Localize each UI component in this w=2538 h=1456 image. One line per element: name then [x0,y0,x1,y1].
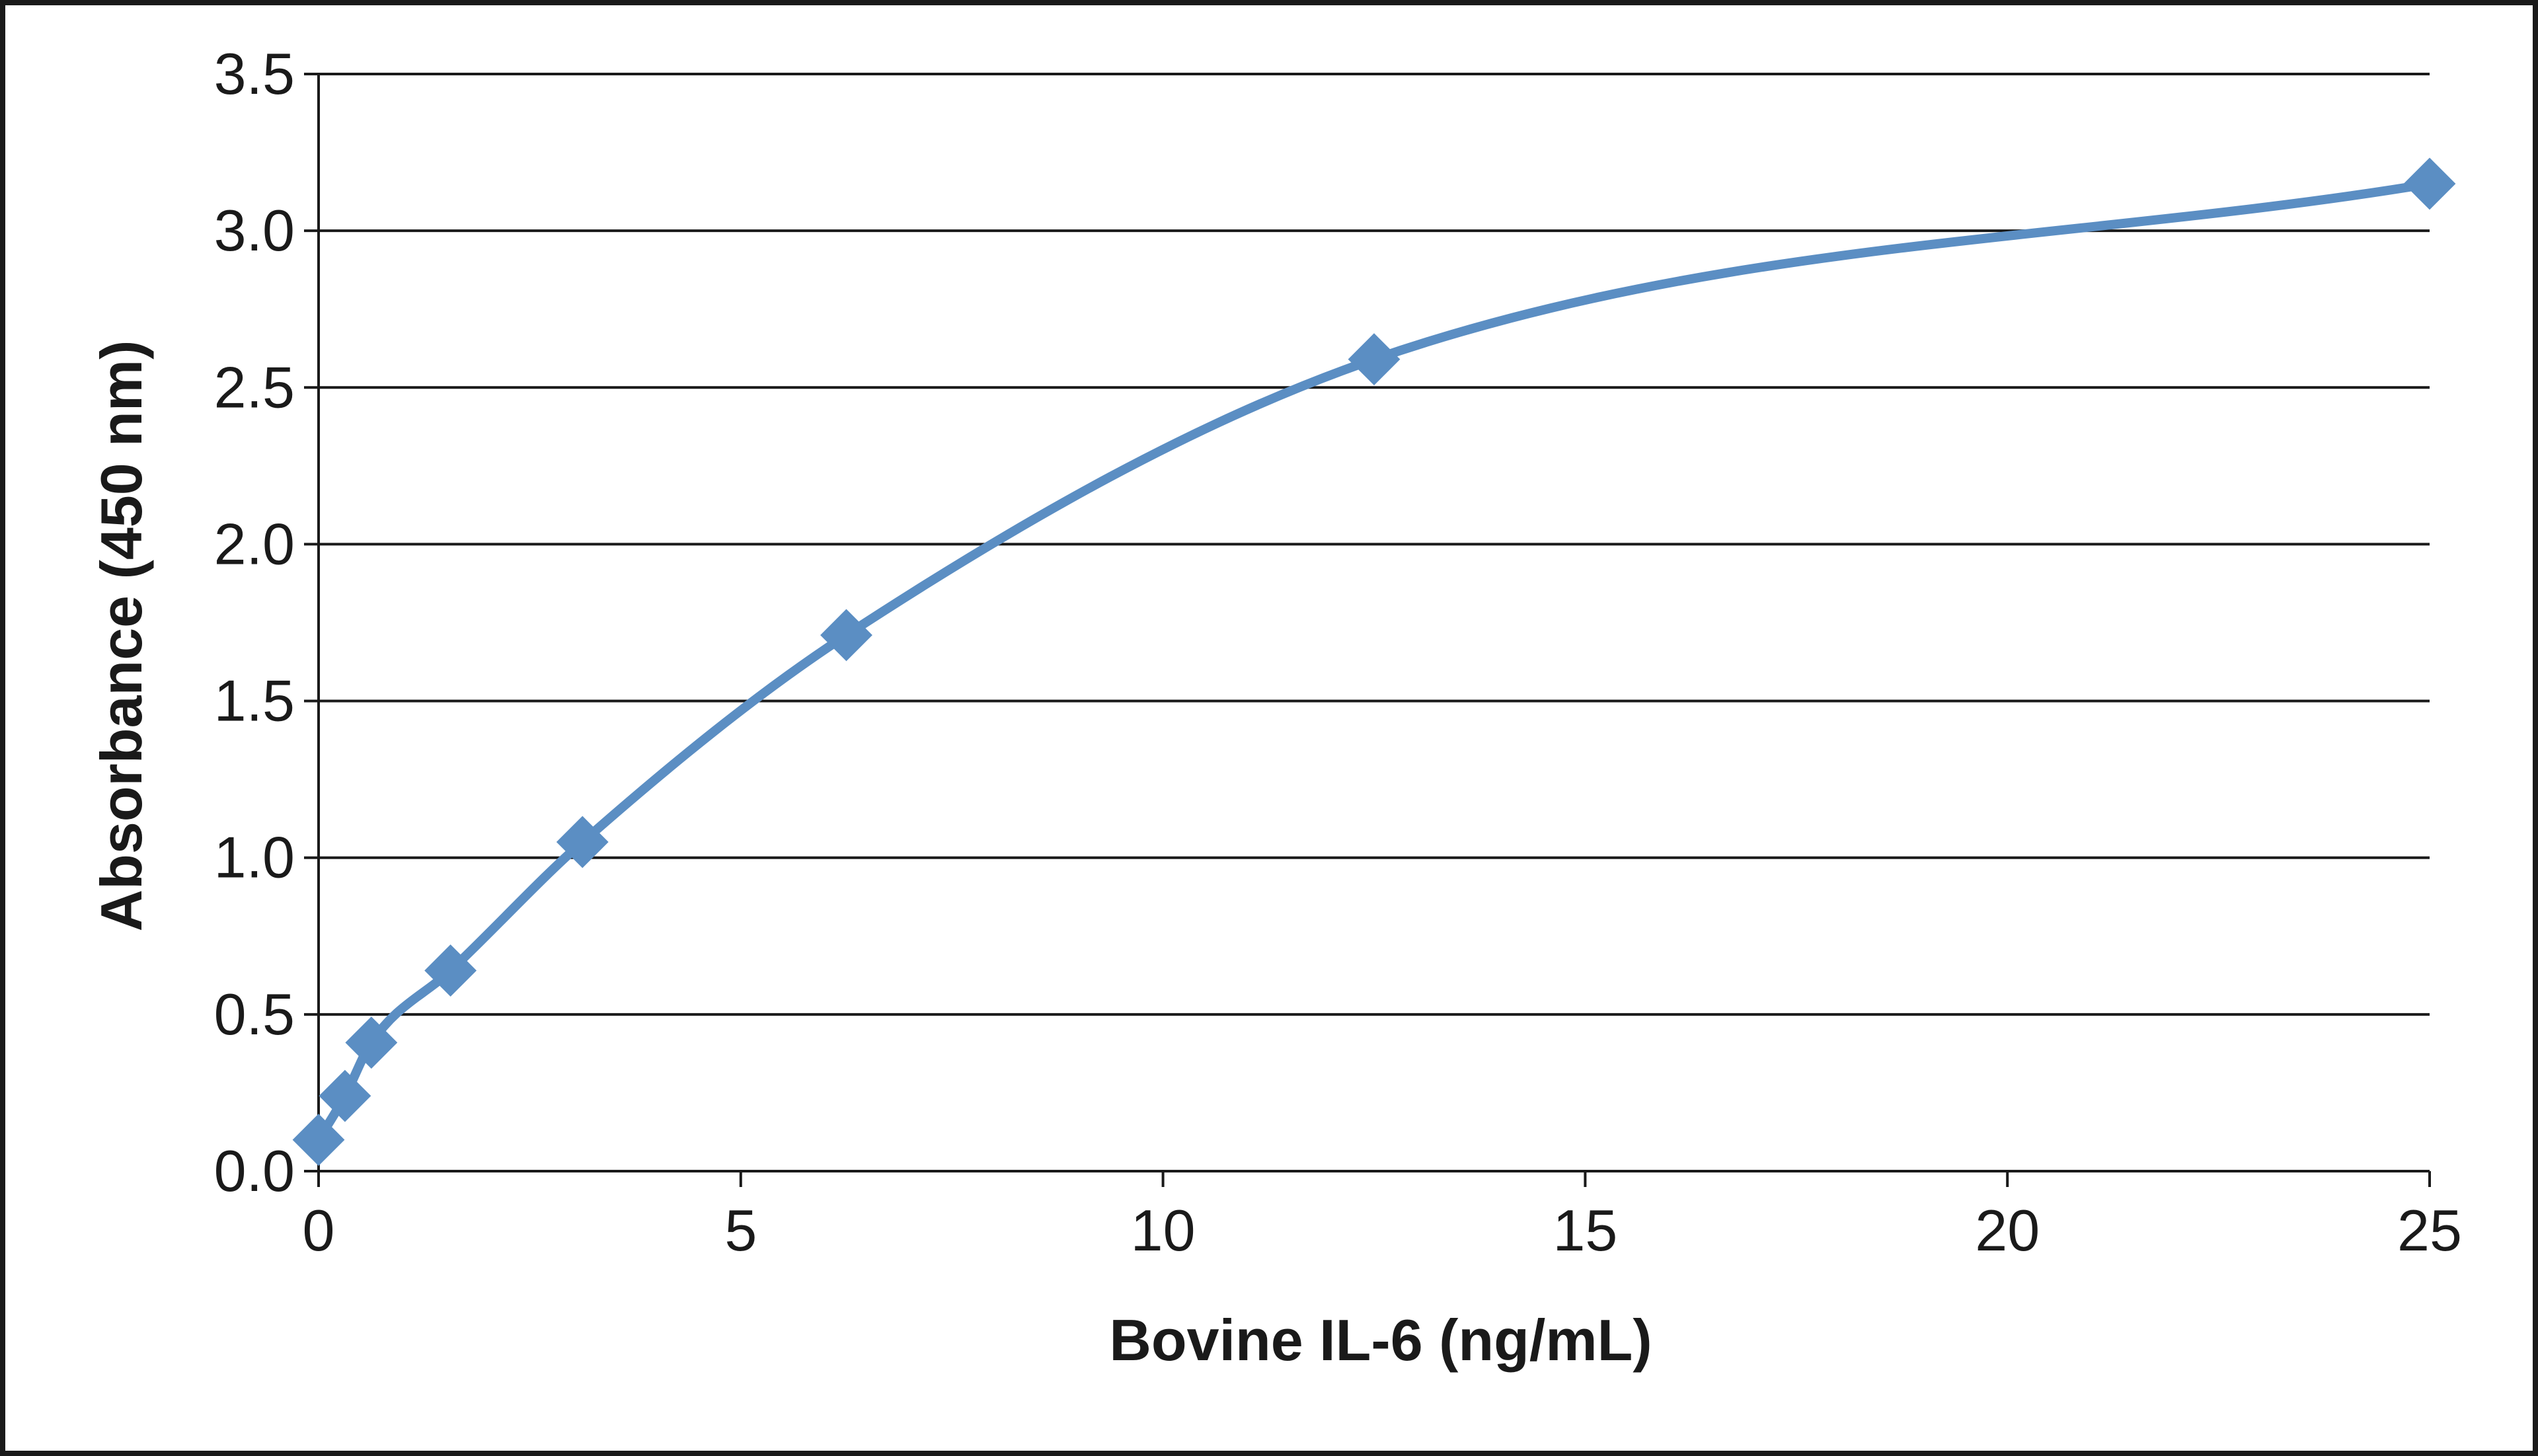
x-tick-label-2: 10 [1131,1198,1196,1263]
y-tick-label-2: 1.0 [214,825,295,890]
y-tick-label-5: 2.5 [214,354,295,420]
x-axis-title: Bovine IL-6 (ng/mL) [1109,1307,1652,1373]
data-point-7 [2403,157,2456,210]
y-tick-label-4: 2.0 [214,511,295,576]
data-point-6 [1348,333,1401,386]
y-axis-ticks: 0.0 0.5 1.0 1.5 2.0 2.5 3.0 3.5 [214,41,319,1204]
axes [317,74,2430,1172]
y-tick-label-3: 1.5 [214,668,295,734]
data-point-4 [556,816,609,868]
data-point-0 [292,1114,345,1166]
y-axis-title: Absorbance (450 nm) [89,340,154,932]
data-point-2 [345,1016,398,1069]
x-tick-label-4: 20 [1975,1198,2040,1263]
series-layer [292,157,2456,1166]
y-tick-label-7: 3.5 [214,41,295,106]
x-tick-label-1: 5 [724,1198,757,1263]
series-line-0 [314,179,2434,1145]
y-tick-label-1: 0.5 [214,981,295,1047]
x-tick-label-0: 0 [303,1198,335,1263]
x-axis-ticks: 0 5 10 15 20 25 [303,1171,2462,1263]
data-point-5 [820,609,872,662]
y-tick-label-6: 3.0 [214,198,295,263]
y-tick-label-0: 0.0 [214,1138,295,1204]
x-tick-label-5: 25 [2397,1198,2462,1263]
data-point-3 [424,944,477,997]
data-point-1 [319,1069,371,1122]
x-tick-label-3: 15 [1553,1198,1617,1263]
